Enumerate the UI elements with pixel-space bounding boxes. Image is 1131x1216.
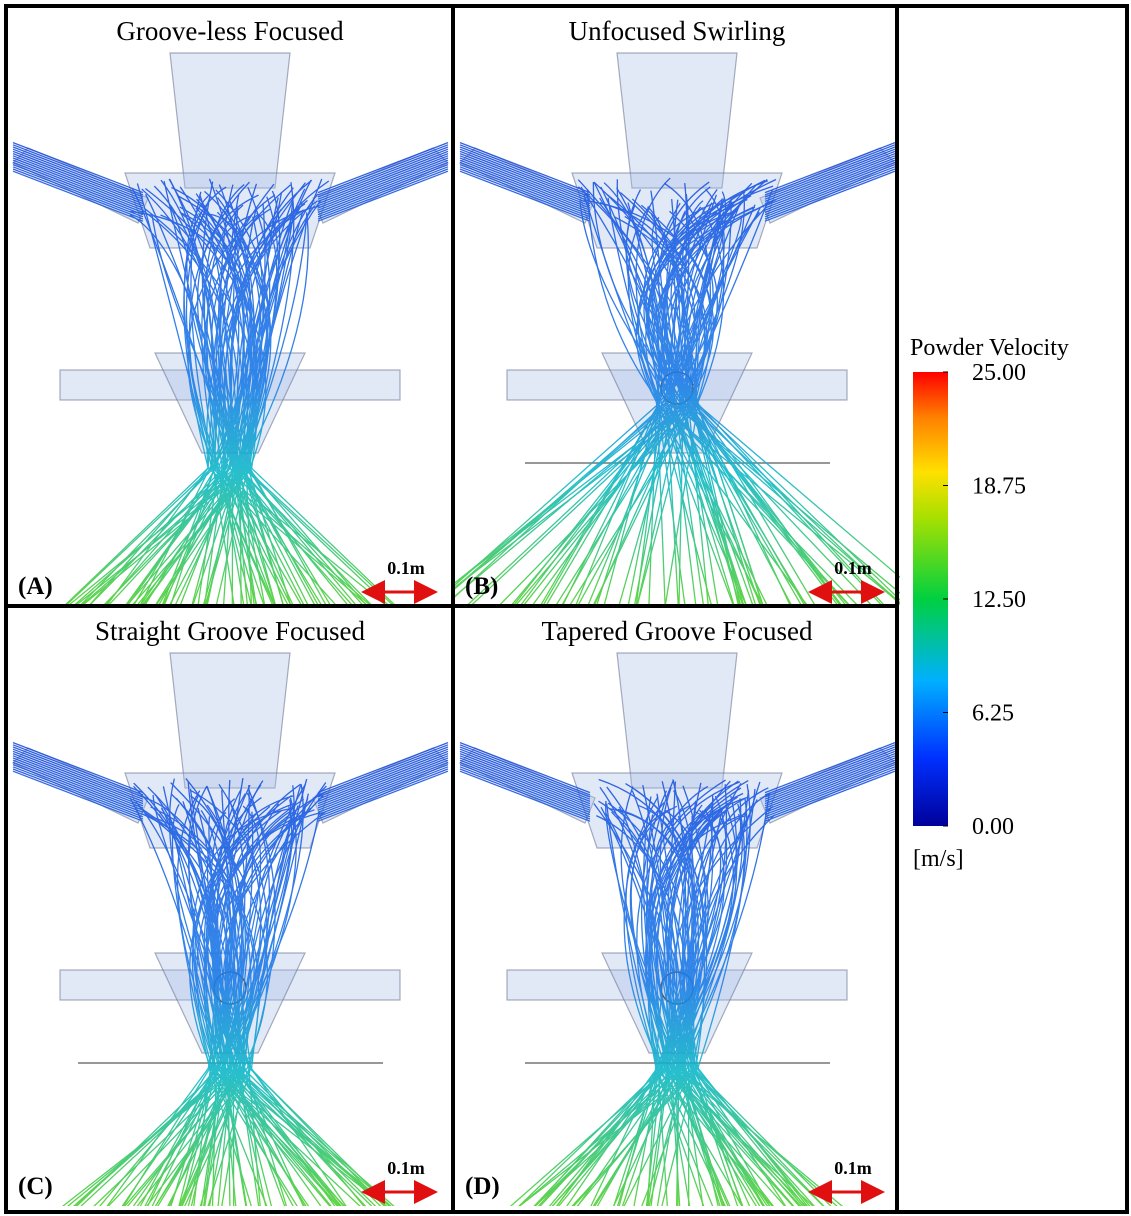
panel-body [13,53,448,608]
inlet-stream [460,756,590,806]
colorbar-tick-label: 12.50 [972,587,1026,613]
inlet-stream [13,756,143,806]
panel-title: Tapered Groove Focused [541,616,813,646]
panel-body [422,53,936,608]
panel-body [13,653,448,1208]
scale-label: 0.1m [834,558,872,578]
inlet-stream [318,158,448,208]
inlet-stream [765,156,895,206]
feed-tube [617,53,737,188]
colorbar-tick-label: 0.00 [972,814,1014,840]
panel: Groove-less Focused (A) 0.1m [13,16,448,608]
feed-tube [170,653,290,788]
panel: Straight Groove Focused (C) 0.1m [13,616,448,1208]
inlet-stream [318,756,448,806]
panel-label: (B) [465,573,498,600]
panel: Unfocused Swirling (B) 0.1m [422,16,936,608]
inlet-stream [318,758,448,808]
inlet-stream [318,156,448,206]
inlet-stream [765,158,895,208]
panel-title: Straight Groove Focused [95,616,365,646]
inlet-stream [765,756,895,806]
scale-label: 0.1m [834,1158,872,1178]
panel-title: Groove-less Focused [116,16,344,46]
feed-tube [617,653,737,788]
inlet-stream [13,158,143,208]
colorbar-title: Powder Velocity [910,335,1069,361]
colorbar-tick-label: 25.00 [972,360,1026,386]
feed-tube [170,53,290,188]
panel-label: (A) [18,573,53,600]
streamline [187,195,391,608]
inlet-stream [460,156,590,206]
colorbar-tick-label: 18.75 [972,474,1026,500]
panel: Tapered Groove Focused (D) 0.1m [460,616,895,1208]
inlet-stream [460,158,590,208]
panel-label: (C) [18,1173,53,1200]
colorbar-tick-label: 6.25 [972,701,1014,727]
inlet-stream [765,758,895,808]
inlet-stream [460,758,590,808]
figure: Groove-less Focused(A)0.1mUnfocused Swir… [0,0,1131,1216]
colorbar-unit: [m/s] [913,846,964,872]
panel-title: Unfocused Swirling [569,16,786,46]
scale-label: 0.1m [387,558,425,578]
streamlines [422,143,936,608]
inlet-stream [13,156,143,206]
colorbar [913,372,948,826]
scale-label: 0.1m [387,1158,425,1178]
inlet-stream [13,758,143,808]
panel-body [460,653,895,1208]
panel-label: (D) [465,1173,500,1200]
